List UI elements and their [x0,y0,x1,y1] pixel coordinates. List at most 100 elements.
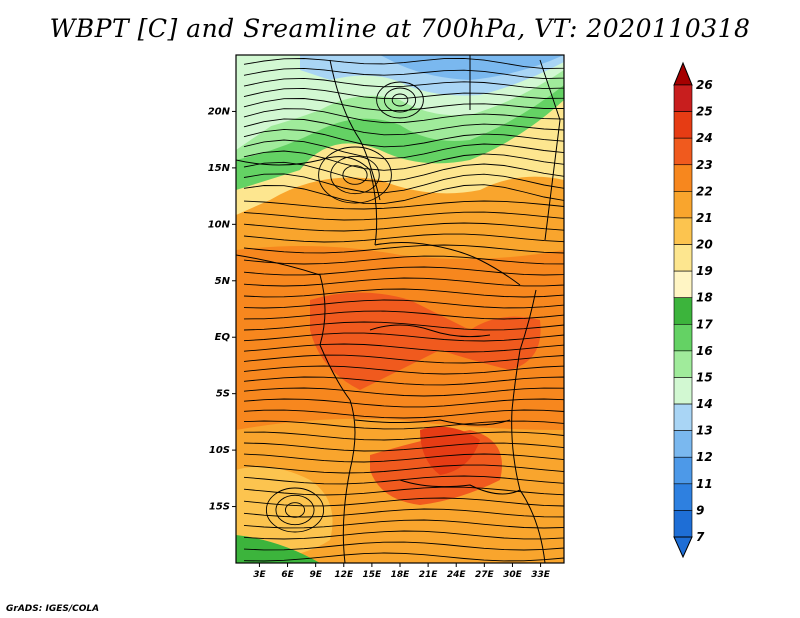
streamline [243,398,564,408]
colorbar-swatch [673,297,693,325]
colorbar-swatch [673,350,693,378]
lon-label: 6E [281,570,294,580]
streamline [243,67,564,80]
circulation-streamline [330,155,380,195]
lon-label: 27E [475,570,495,580]
colorbar-label: 18 [696,291,713,305]
colorbar-swatch [673,111,693,139]
colorbar-label: 21 [696,211,713,225]
streamline [243,98,564,112]
colorbar-swatch [673,377,693,405]
lon-label: 15E [363,570,383,580]
streamline [243,150,564,171]
colorbar-label: 26 [696,78,713,92]
streamline [243,108,564,124]
colorbar-swatch [673,137,693,166]
streamline [243,266,564,276]
streamline [243,365,564,375]
lon-label: 3E [253,570,266,580]
colorbar-swatch [673,456,693,485]
streamline [243,310,564,320]
colorbar-label: 25 [696,105,713,119]
streamline [243,530,564,540]
streamline [243,508,564,518]
map-title: WBPT [C] and Sreamline at 700hPa, VT: 20… [49,14,751,43]
lon-label: 9E [309,570,322,580]
colorbar-label: 7 [696,530,705,544]
streamline [243,354,564,364]
lon-label: 12E [334,570,354,580]
circulation-streamline [275,494,315,526]
colorbar-label: 24 [696,131,713,145]
colorbar-label: 11 [696,477,713,491]
streamline [243,299,564,309]
colorbar-label: 9 [696,503,704,517]
colorbar-label: 19 [696,264,713,278]
lat-label: 10S [209,445,230,456]
colorbar-label: 15 [696,370,713,384]
lat-label: 5S [216,389,230,400]
streamline [243,541,564,551]
streamline [243,442,564,452]
lat-label: 10N [208,219,231,230]
grads-credit: GrADS: IGES/COLA [6,604,100,614]
streamline [243,161,564,183]
streamline [243,497,564,507]
latitude-labels: 20N 15N 10N 5N EQ 5S 10S 15S [208,106,236,513]
colorbar-swatch [673,191,693,219]
colorbar-label: 20 [696,238,713,252]
streamline [243,200,564,210]
streamline [243,173,564,194]
lon-label: 33E [531,570,551,580]
streamline [243,486,564,496]
colorbar-top-extend [673,61,693,86]
streamline [243,118,564,136]
streamline [243,409,564,419]
longitude-labels: 3E 6E 9E 12E 15E 18E 21E 24E 27E 30E 33E [253,563,551,580]
streamline [243,184,564,205]
colorbar-label: 14 [696,397,713,411]
streamline [243,464,564,474]
colorbar-swatch [673,323,693,352]
streamline [243,244,564,254]
wbpt-field [236,55,564,563]
lat-label: 20N [208,106,231,117]
streamline [243,211,564,221]
circulation-streamline [383,87,417,113]
colorbar-swatch [673,510,693,538]
coastlines-borders [236,55,561,563]
circulation-streamline [318,146,392,204]
lat-label: 5N [215,276,231,287]
streamline [243,57,564,70]
circulation-streamline [265,487,325,533]
lon-label: 18E [391,570,411,580]
colorbar-swatch [673,430,693,458]
streamline [243,387,564,397]
streamline [243,420,564,430]
colorbar-swatch [673,244,693,272]
streamline [243,277,564,287]
colorbar-swatch [673,483,693,511]
colorbar-label: 13 [696,424,713,438]
colorbar-swatch [673,217,693,245]
streamline [243,321,564,331]
colorbar-label: 12 [696,450,713,464]
colorbar-swatch [673,84,693,112]
colorbar-label: 16 [696,344,713,358]
streamline [243,128,564,148]
streamline [243,343,564,353]
colorbar-label: 23 [696,158,713,172]
colorbar-swatch [673,270,693,299]
circulation-streamline [376,81,424,119]
colorbar: 26 25 24 23 22 21 20 19 18 17 16 15 14 13 12 11 9 7 [673,61,713,559]
streamline [243,233,564,243]
lon-label: 21E [419,570,439,580]
circulation-streamline [342,165,368,185]
lat-label: EQ [215,332,231,343]
colorbar-swatch [673,164,693,192]
lon-label: 30E [503,570,523,580]
streamline [243,453,564,463]
streamline [243,475,564,485]
streamline [243,255,564,265]
